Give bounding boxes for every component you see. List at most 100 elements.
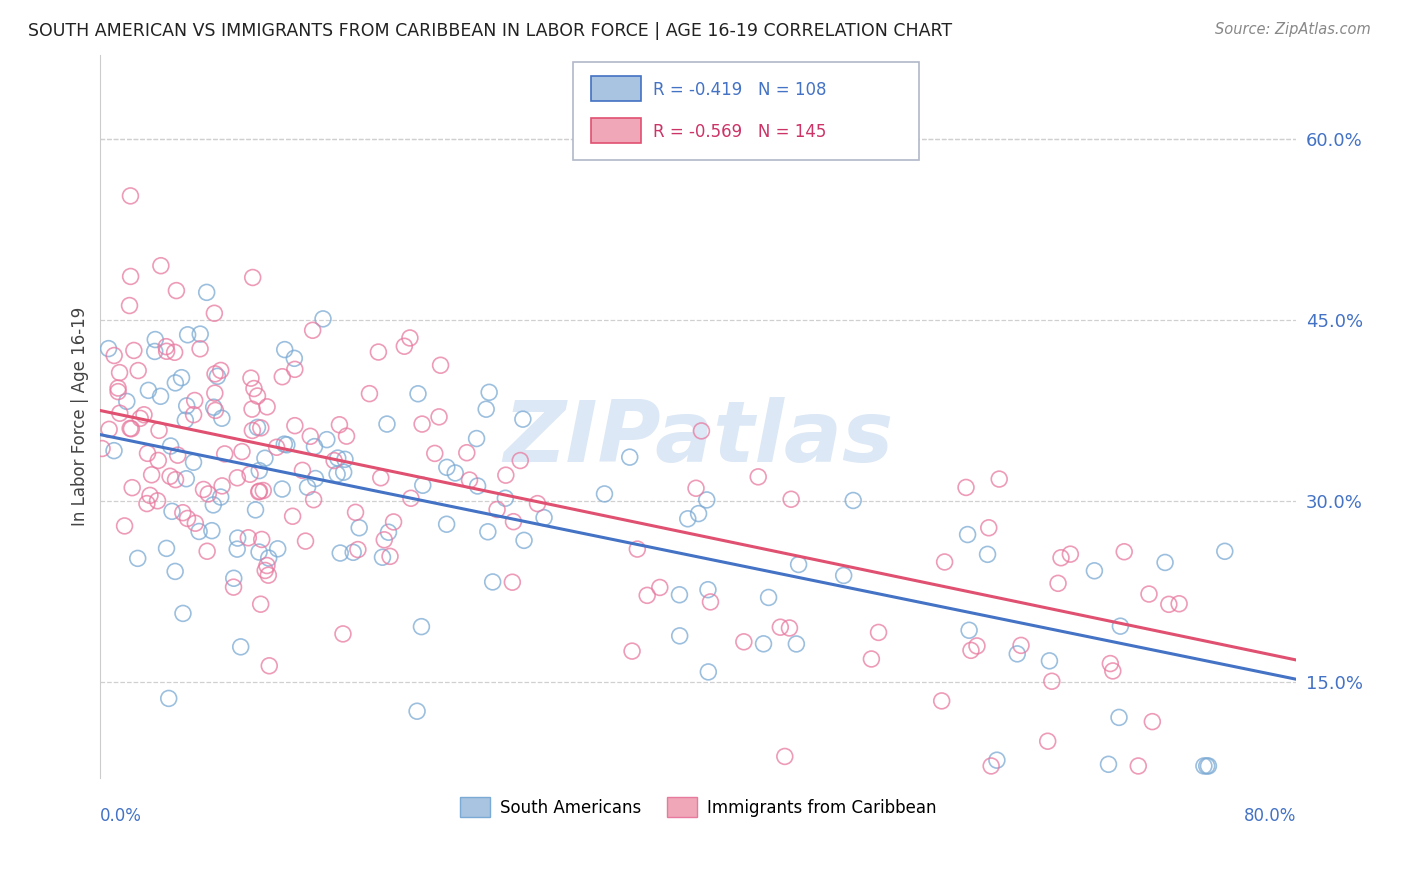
- Point: [475, 402, 498, 417]
- Point: [148, 423, 170, 437]
- Point: [495, 468, 517, 483]
- Point: [696, 492, 718, 507]
- Point: [676, 512, 699, 526]
- Point: [406, 386, 429, 401]
- Point: [127, 363, 149, 377]
- Point: [148, 453, 170, 467]
- Point: [91, 442, 114, 456]
- Point: [271, 369, 294, 384]
- Point: [988, 472, 1011, 486]
- Point: [242, 270, 264, 285]
- Point: [120, 422, 142, 436]
- Point: [501, 575, 523, 590]
- Point: [114, 519, 136, 533]
- Point: [211, 411, 233, 425]
- Point: [648, 581, 671, 595]
- Point: [229, 640, 252, 654]
- Point: [467, 479, 489, 493]
- Point: [174, 413, 197, 427]
- Point: [149, 389, 172, 403]
- Point: [204, 367, 226, 381]
- Point: [107, 384, 129, 399]
- Point: [250, 533, 273, 547]
- Point: [165, 565, 187, 579]
- Point: [202, 306, 225, 320]
- Point: [697, 582, 720, 597]
- Point: [456, 446, 478, 460]
- Point: [240, 424, 263, 438]
- Point: [176, 399, 198, 413]
- Point: [619, 450, 641, 464]
- Point: [184, 516, 207, 531]
- Point: [1154, 556, 1177, 570]
- Point: [502, 515, 524, 529]
- Point: [183, 408, 205, 422]
- Point: [201, 524, 224, 538]
- Point: [1157, 597, 1180, 611]
- Point: [127, 551, 149, 566]
- Point: [143, 333, 166, 347]
- Point: [411, 620, 433, 634]
- Point: [1213, 544, 1236, 558]
- Point: [411, 417, 433, 431]
- Point: [371, 550, 394, 565]
- Point: [593, 487, 616, 501]
- Point: [243, 382, 266, 396]
- Point: [1128, 759, 1150, 773]
- Point: [367, 345, 389, 359]
- Point: [1099, 657, 1122, 671]
- Point: [323, 453, 346, 467]
- Point: [256, 400, 278, 414]
- Point: [170, 370, 193, 384]
- Point: [166, 448, 188, 462]
- Point: [188, 342, 211, 356]
- Point: [98, 422, 121, 436]
- Point: [222, 580, 245, 594]
- Point: [1040, 674, 1063, 689]
- Point: [326, 467, 349, 482]
- Point: [832, 568, 855, 582]
- Point: [256, 558, 278, 573]
- Point: [465, 432, 488, 446]
- Point: [399, 331, 422, 345]
- Point: [956, 527, 979, 541]
- Point: [377, 525, 399, 540]
- Point: [636, 588, 658, 602]
- Point: [176, 511, 198, 525]
- Text: SOUTH AMERICAN VS IMMIGRANTS FROM CARIBBEAN IN LABOR FORCE | AGE 16-19 CORRELATI: SOUTH AMERICAN VS IMMIGRANTS FROM CARIBB…: [28, 22, 952, 40]
- Point: [259, 658, 281, 673]
- Point: [183, 455, 205, 469]
- Point: [359, 386, 381, 401]
- Point: [778, 621, 800, 635]
- Point: [156, 344, 179, 359]
- Point: [211, 479, 233, 493]
- Point: [621, 644, 644, 658]
- Point: [188, 524, 211, 539]
- Point: [429, 358, 451, 372]
- Point: [239, 371, 262, 385]
- Point: [1083, 564, 1105, 578]
- Point: [668, 588, 690, 602]
- Point: [226, 531, 249, 545]
- Point: [394, 339, 416, 353]
- Point: [281, 509, 304, 524]
- Point: [155, 340, 177, 354]
- Point: [773, 749, 796, 764]
- Point: [103, 443, 125, 458]
- Point: [842, 493, 865, 508]
- Point: [226, 542, 249, 557]
- Point: [1142, 714, 1164, 729]
- Point: [1038, 654, 1060, 668]
- Point: [315, 433, 337, 447]
- Point: [284, 362, 307, 376]
- Point: [481, 574, 503, 589]
- Text: R = -0.569   N = 145: R = -0.569 N = 145: [652, 123, 827, 141]
- Point: [1059, 547, 1081, 561]
- Point: [271, 482, 294, 496]
- Point: [333, 452, 356, 467]
- Point: [247, 484, 270, 499]
- Point: [329, 546, 352, 560]
- Point: [1108, 710, 1130, 724]
- Point: [934, 555, 956, 569]
- Point: [231, 444, 253, 458]
